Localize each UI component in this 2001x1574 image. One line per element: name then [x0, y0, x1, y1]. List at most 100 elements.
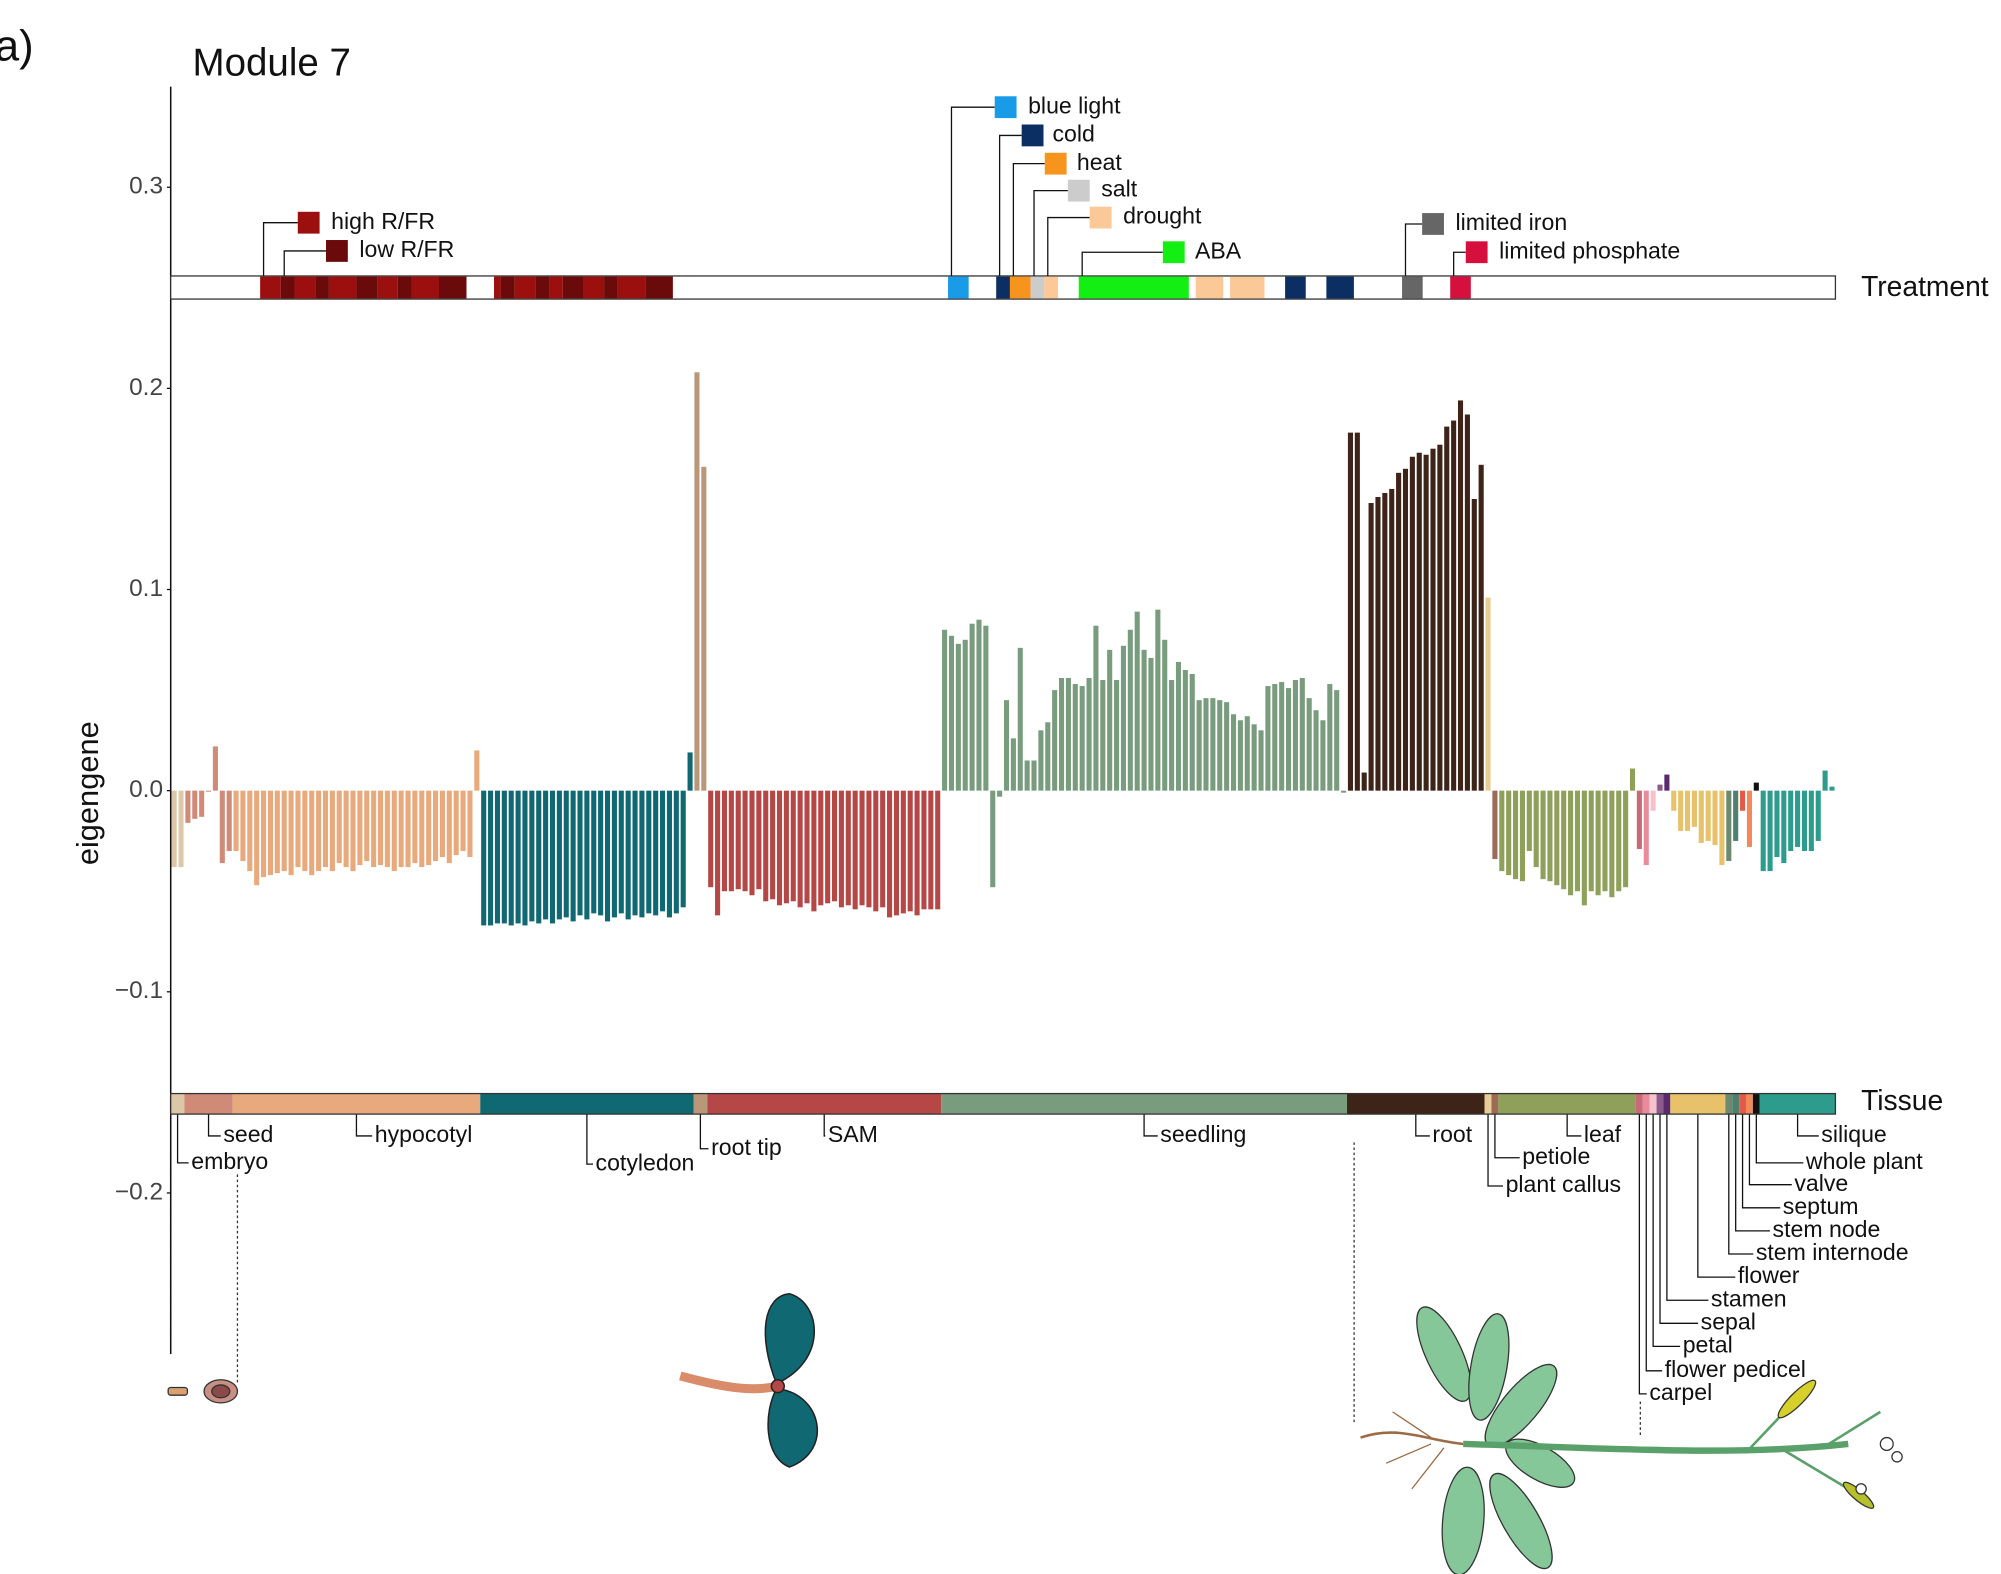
bar: [756, 790, 762, 890]
plant-illustration: [1360, 1306, 1903, 1574]
bar: [1375, 496, 1381, 791]
bar: [1705, 790, 1711, 841]
bar: [1609, 790, 1615, 898]
tissue-leader: [1735, 1114, 1770, 1232]
tissue-leader: [1143, 1114, 1158, 1137]
tissue-leader: [1652, 1114, 1681, 1348]
treatment-segment: [583, 276, 605, 299]
bar: [1513, 790, 1519, 880]
bar: [336, 790, 342, 864]
bar: [267, 790, 273, 876]
bar: [1533, 790, 1539, 868]
bar: [556, 790, 562, 920]
treatment-segment: [1009, 276, 1031, 299]
tissue-name: hypocotyl: [375, 1121, 473, 1147]
tissue-segment: [1656, 1093, 1664, 1115]
bar: [1237, 720, 1243, 791]
tissue-leader: [823, 1114, 826, 1137]
bar: [1478, 464, 1484, 791]
bar: [1031, 760, 1037, 791]
tissue-segment: [1347, 1093, 1485, 1115]
bar: [412, 790, 418, 864]
bar: [343, 790, 349, 868]
bar: [790, 790, 796, 902]
tissue-strip-border: [170, 1092, 1837, 1115]
y-tick-label: 0.3: [129, 173, 163, 200]
tissue-segment: [693, 1093, 708, 1115]
bar: [1402, 468, 1409, 791]
treatment-segment: [411, 276, 439, 299]
bar: [680, 790, 686, 908]
bar: [1093, 625, 1099, 791]
bar: [1719, 790, 1725, 866]
bar: [577, 790, 583, 916]
tissue-name: valve: [1794, 1170, 1848, 1196]
bar: [1409, 456, 1415, 791]
treatment-segment: [500, 276, 515, 299]
bar: [811, 790, 817, 912]
bar: [1141, 649, 1147, 791]
legend-label: blue light: [1028, 92, 1121, 118]
bar: [1540, 790, 1546, 880]
bar: [1698, 790, 1704, 843]
bar: [515, 790, 521, 924]
tissue-segment: [232, 1093, 481, 1115]
bar: [405, 790, 411, 868]
bar: [439, 790, 445, 858]
bar: [1134, 611, 1140, 791]
bar: [962, 639, 968, 791]
bar: [845, 790, 851, 906]
tissue-name: plant callus: [1506, 1171, 1622, 1197]
bar: [763, 790, 769, 902]
bar: [701, 466, 707, 791]
bar: [212, 746, 218, 791]
bar: [1279, 682, 1285, 791]
bar: [1740, 790, 1746, 811]
bar: [639, 790, 645, 918]
treatment-segment: [1195, 276, 1224, 299]
bar: [1368, 503, 1374, 791]
treatment-segment: [356, 276, 378, 299]
tissue-segment: [941, 1093, 1348, 1115]
bar: [721, 790, 728, 892]
bar: [1196, 700, 1202, 791]
bar: [1299, 678, 1305, 791]
bar: [893, 790, 899, 916]
bar: [866, 790, 872, 908]
treatment-segment: [328, 276, 357, 299]
bar: [364, 790, 370, 862]
treatment-leader: [1012, 163, 1045, 276]
bar: [1306, 698, 1312, 791]
treatment-segment: [397, 276, 412, 299]
bar: [240, 790, 246, 862]
treatment-segment: [1450, 276, 1471, 299]
bar: [604, 790, 611, 922]
bar: [1499, 790, 1505, 872]
tissue-leader: [1645, 1114, 1663, 1372]
bar: [1354, 432, 1360, 791]
tissue-segment: [1745, 1093, 1753, 1115]
tissue-leader: [586, 1114, 593, 1165]
tissue-segment: [1642, 1093, 1650, 1115]
treatment-leader: [1081, 251, 1163, 276]
bar: [797, 790, 803, 908]
bar: [1086, 678, 1092, 791]
bar: [1829, 786, 1835, 791]
bar: [859, 790, 865, 906]
bar: [1058, 678, 1065, 791]
bar: [618, 790, 624, 914]
bar: [1272, 684, 1278, 791]
bar: [1079, 686, 1085, 791]
tissue-name: petal: [1683, 1332, 1733, 1358]
tissue-segment: [1484, 1093, 1492, 1115]
bar: [426, 790, 432, 866]
bar: [1361, 772, 1367, 791]
tissue-name: cotyledon: [596, 1149, 695, 1175]
tissue-leader: [1659, 1114, 1699, 1324]
tissue-segment: [1725, 1093, 1733, 1115]
tissue-segment: [1663, 1093, 1671, 1115]
treatment-leader: [950, 106, 995, 276]
bar: [1175, 661, 1182, 791]
bar: [1162, 639, 1168, 791]
